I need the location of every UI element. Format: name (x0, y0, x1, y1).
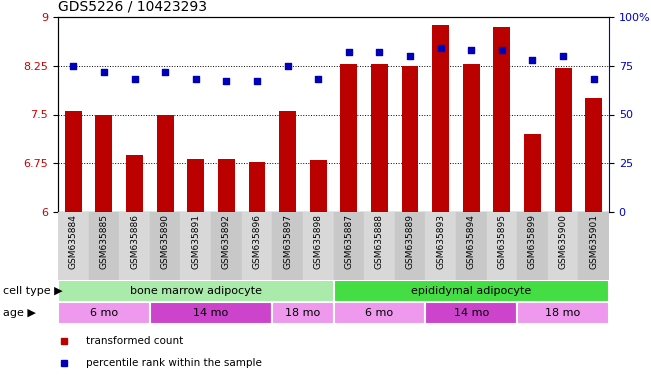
Point (466, 47, 477, 53)
Point (99, 68, 109, 74)
Point (558, 53, 568, 59)
Text: 6 mo: 6 mo (365, 308, 393, 318)
Text: GSM635893: GSM635893 (436, 214, 445, 269)
Text: GSM635899: GSM635899 (528, 214, 537, 269)
Point (191, 76, 201, 83)
Bar (211, 212, 242, 280)
Bar (58, 212, 89, 280)
Bar (578, 212, 609, 280)
Point (436, 45, 446, 51)
Text: 14 mo: 14 mo (454, 308, 489, 318)
Bar (425, 212, 456, 280)
Bar (456, 212, 486, 280)
Bar (242, 212, 272, 280)
Bar (218, 159, 235, 212)
Bar (517, 212, 547, 280)
Text: GSM635886: GSM635886 (130, 214, 139, 269)
Bar (340, 64, 357, 212)
Bar (272, 212, 303, 280)
Bar (249, 162, 266, 212)
Point (252, 78, 262, 84)
Bar (279, 111, 296, 212)
Text: age ▶: age ▶ (3, 308, 36, 318)
Text: GSM635891: GSM635891 (191, 214, 201, 269)
Point (497, 47, 507, 53)
Text: GSM635896: GSM635896 (253, 214, 262, 269)
Text: GSM635894: GSM635894 (467, 214, 476, 269)
Bar (425, 302, 517, 324)
Point (374, 49, 385, 55)
Text: 6 mo: 6 mo (90, 308, 118, 318)
Text: GSM635890: GSM635890 (161, 214, 170, 269)
Bar (402, 66, 419, 212)
Bar (333, 212, 364, 280)
Bar (58, 302, 150, 324)
Text: GSM635889: GSM635889 (406, 214, 415, 269)
Text: 18 mo: 18 mo (546, 308, 581, 318)
Bar (58, 280, 333, 302)
Bar (524, 134, 541, 212)
Text: GSM635895: GSM635895 (497, 214, 506, 269)
Bar (432, 25, 449, 212)
Bar (119, 212, 150, 280)
Bar (364, 212, 395, 280)
Point (589, 76, 599, 83)
Point (283, 63, 293, 69)
Text: epididymal adipocyte: epididymal adipocyte (411, 286, 531, 296)
Bar (547, 212, 578, 280)
Text: transformed count: transformed count (85, 336, 183, 346)
Bar (96, 114, 113, 212)
Point (344, 49, 354, 55)
Text: 18 mo: 18 mo (285, 308, 320, 318)
Text: GSM635900: GSM635900 (559, 214, 568, 269)
Bar (493, 27, 510, 212)
Bar (517, 302, 609, 324)
Text: GSM635888: GSM635888 (375, 214, 384, 269)
Bar (303, 212, 333, 280)
Bar (333, 302, 425, 324)
Text: GDS5226 / 10423293: GDS5226 / 10423293 (58, 0, 207, 14)
Bar (150, 302, 272, 324)
Text: GSM635887: GSM635887 (344, 214, 353, 269)
Point (130, 76, 140, 83)
Bar (333, 280, 609, 302)
Bar (65, 111, 82, 212)
Text: bone marrow adipocyte: bone marrow adipocyte (130, 286, 262, 296)
Bar (187, 159, 204, 212)
Point (405, 53, 415, 59)
Bar (180, 212, 211, 280)
Bar (126, 156, 143, 212)
Bar (89, 212, 119, 280)
Bar (150, 212, 180, 280)
Point (221, 78, 232, 84)
Text: GSM635892: GSM635892 (222, 214, 231, 269)
Point (313, 76, 324, 83)
Text: GSM635884: GSM635884 (69, 214, 78, 269)
Bar (463, 64, 480, 212)
Text: GSM635885: GSM635885 (100, 214, 109, 269)
Point (160, 68, 171, 74)
Text: GSM635898: GSM635898 (314, 214, 323, 269)
Bar (371, 64, 388, 212)
Text: percentile rank within the sample: percentile rank within the sample (85, 358, 262, 368)
Bar (395, 212, 425, 280)
Bar (272, 302, 333, 324)
Text: 14 mo: 14 mo (193, 308, 229, 318)
Bar (555, 68, 572, 212)
Bar (310, 160, 327, 212)
Text: cell type ▶: cell type ▶ (3, 286, 63, 296)
Bar (157, 114, 174, 212)
Bar (585, 98, 602, 212)
Bar (486, 212, 517, 280)
Point (527, 57, 538, 63)
Point (68, 63, 79, 69)
Text: GSM635897: GSM635897 (283, 214, 292, 269)
Text: GSM635901: GSM635901 (589, 214, 598, 269)
